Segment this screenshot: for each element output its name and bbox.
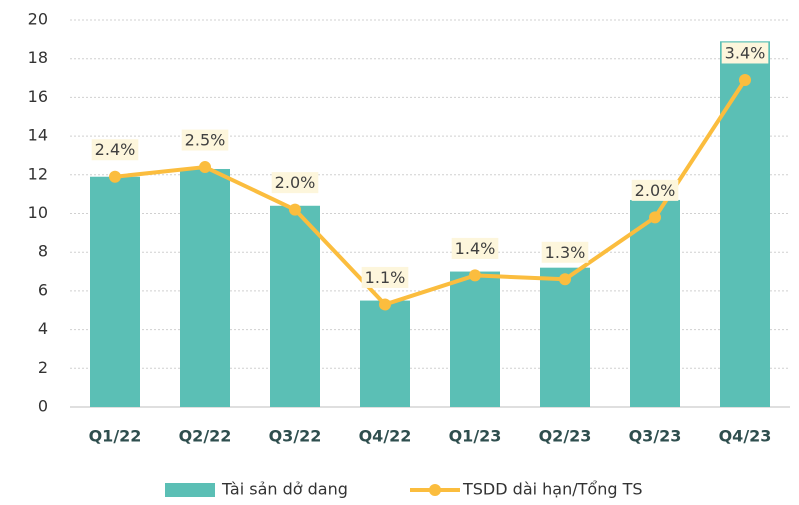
data-label-bg (91, 139, 139, 161)
data-label: 2.4% (95, 140, 136, 159)
y-tick-label: 10 (28, 203, 48, 222)
data-label-group: 2.4% (91, 139, 139, 161)
line-point (649, 211, 661, 224)
x-tick-label: Q3/22 (269, 427, 322, 446)
y-tick-label: 4 (38, 319, 48, 338)
data-label-group: 1.1% (361, 266, 409, 288)
data-label-bg (721, 42, 769, 64)
x-tick-label: Q3/23 (629, 427, 682, 446)
y-tick-label: 20 (28, 10, 48, 29)
bar (270, 205, 320, 407)
x-tick-label: Q4/23 (719, 427, 772, 446)
line (114, 78, 747, 307)
line-point (199, 161, 211, 174)
y-tick-label: 2 (38, 358, 48, 377)
line-point (559, 273, 571, 286)
data-label-group: 3.4% (721, 42, 769, 64)
bar (180, 168, 230, 407)
data-label: 1.3% (545, 243, 586, 262)
bar (630, 199, 680, 407)
bar (90, 176, 140, 407)
legend-label: TSDD dài hạn/Tổng TS (462, 480, 643, 499)
data-label: 1.1% (365, 268, 406, 287)
data-label-group: 1.3% (541, 241, 589, 263)
data-label-bg (181, 129, 229, 151)
data-label-group: 1.4% (451, 237, 499, 259)
legend-swatch (165, 483, 215, 497)
line-point (739, 73, 751, 86)
y-tick-label: 18 (28, 48, 48, 67)
y-tick-label: 8 (38, 242, 48, 261)
data-label-group: 2.0% (631, 179, 679, 201)
x-tick-label: Q2/23 (539, 427, 592, 446)
line-point (109, 170, 121, 183)
y-tick-label: 12 (28, 164, 48, 183)
data-label-bg (271, 172, 319, 194)
x-tick-label: Q4/22 (359, 427, 412, 446)
y-tick-label: 6 (38, 280, 48, 299)
legend-swatch (429, 484, 441, 496)
bar (540, 267, 590, 407)
y-tick-label: 0 (38, 397, 48, 416)
x-tick-label: Q1/23 (449, 427, 502, 446)
data-label: 2.0% (635, 181, 676, 200)
data-label-bg (541, 241, 589, 263)
data-label: 1.4% (455, 239, 496, 258)
data-label: 2.0% (275, 173, 316, 192)
line-point (289, 203, 301, 216)
data-label: 2.5% (185, 131, 226, 150)
data-label-bg (451, 237, 499, 259)
line-point (469, 269, 481, 282)
data-label-bg (361, 266, 409, 288)
x-tick-label: Q1/22 (89, 427, 142, 446)
bar (450, 271, 500, 407)
line-point (379, 298, 391, 311)
data-label-group: 2.5% (181, 129, 229, 151)
y-tick-label: 14 (28, 126, 48, 145)
data-label-group: 2.0% (271, 172, 319, 194)
data-label-bg (631, 179, 679, 201)
data-label: 3.4% (725, 43, 766, 62)
legend-label: Tài sản dở dang (221, 480, 348, 499)
y-tick-label: 16 (28, 87, 48, 106)
x-tick-label: Q2/22 (179, 427, 232, 446)
bar (720, 41, 770, 407)
bar (360, 300, 410, 407)
